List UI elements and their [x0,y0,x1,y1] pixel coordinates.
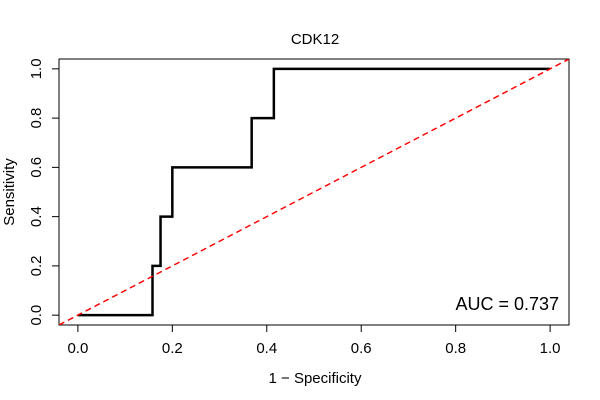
x-axis: 0.0 0.2 0.4 0.6 0.8 1.0 [67,324,561,357]
x-tick-label: 0.0 [67,340,88,357]
x-tick-label: 1.0 [540,340,561,357]
y-tick-label: 0.6 [28,157,45,178]
x-tick-label: 0.4 [256,340,277,357]
x-tick-label: 0.6 [351,340,372,357]
y-tick-label: 0.0 [28,305,45,326]
y-tick-label: 0.2 [28,255,45,276]
y-tick-label: 0.4 [28,206,45,227]
series-layer [59,59,569,325]
y-tick-label: 0.8 [28,108,45,129]
x-tick-label: 0.8 [445,340,466,357]
y-axis: 0.0 0.2 0.4 0.6 0.8 1.0 [28,58,60,326]
y-tick-label: 1.0 [28,58,45,79]
reference-diagonal-line [59,59,569,325]
plot-area-frame [58,58,570,326]
auc-annotation: AUC = 0.737 [455,294,559,314]
x-tick-label: 0.2 [162,340,183,357]
roc-curve-line [77,67,551,317]
chart-title: CDK12 [291,31,339,48]
y-axis-label: Sensitivity [1,158,18,226]
x-axis-label: 1 − Specificity [269,370,362,387]
